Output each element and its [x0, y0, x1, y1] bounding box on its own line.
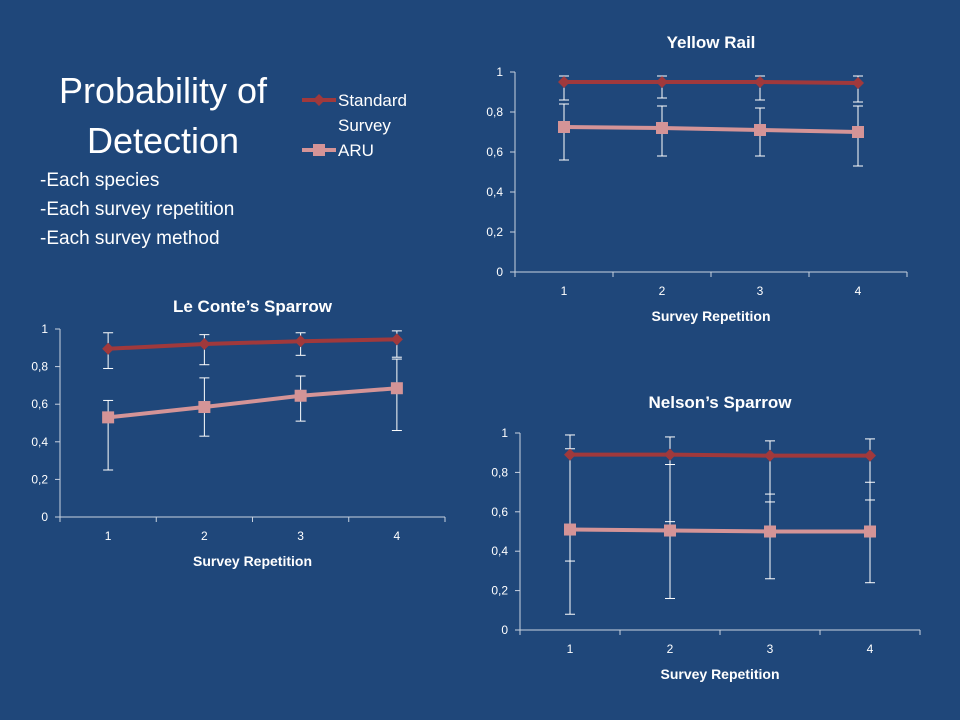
series-line-standard-survey: [570, 452, 870, 458]
data-point-aru: [558, 121, 570, 133]
data-point-aru: [754, 124, 766, 136]
chart-yellow-rail: Yellow Rail 0 0,2 0,4 0,6 0,8 1 1 2 3 4 Survey Repe…: [486, 33, 908, 324]
series-line-aru: [107, 386, 398, 420]
bullet-item: -Each species: [40, 170, 160, 191]
x-tick-label: 3: [767, 642, 774, 656]
series-line-standard-survey: [108, 337, 397, 351]
y-tick-label: 1: [501, 426, 508, 440]
data-point-standard-survey: [656, 76, 668, 88]
data-point-standard-survey: [198, 338, 211, 351]
y-tick-label: 0,8: [31, 360, 48, 374]
data-point-standard-survey: [558, 76, 570, 88]
data-point-aru: [390, 382, 403, 395]
data-point-standard-survey: [564, 448, 576, 461]
data-point-aru: [852, 126, 864, 138]
y-tick-label: 0: [496, 265, 503, 279]
legend-item-aru: ARU: [300, 138, 440, 163]
bullet-item: -Each survey method: [40, 228, 220, 249]
x-tick-label: 4: [855, 284, 862, 298]
data-point-standard-survey: [664, 448, 676, 461]
y-tick-label: 0,2: [491, 584, 508, 598]
data-point-standard-survey: [754, 76, 766, 88]
chart-title: Nelson’s Sparrow: [649, 393, 793, 412]
y-tick-label: 0,6: [31, 397, 48, 411]
y-tick-label: 0,2: [31, 472, 48, 486]
y-tick-label: 0: [501, 623, 508, 637]
y-tick-label: 1: [496, 65, 503, 79]
slide-title: Probability of Detection: [58, 70, 268, 161]
data-point-standard-survey: [102, 342, 115, 355]
bullet-item: -Each survey repetition: [40, 199, 235, 220]
bullet-list: -Each species -Each survey repetition -E…: [40, 166, 234, 253]
x-tick-label: 4: [867, 642, 874, 656]
x-tick-label: 1: [105, 529, 112, 543]
series-line-aru: [569, 527, 870, 534]
legend-diamond-marker-icon: [302, 94, 336, 106]
data-point-standard-survey: [764, 449, 776, 462]
y-tick-label: 0,6: [486, 145, 503, 159]
y-tick-label: 1: [41, 322, 48, 336]
x-tick-label: 1: [561, 284, 568, 298]
x-tick-label: 2: [201, 529, 208, 543]
data-point-standard-survey: [294, 335, 307, 348]
x-tick-label: 3: [297, 529, 304, 543]
x-tick-label: 4: [394, 529, 401, 543]
data-point-aru: [764, 525, 776, 538]
y-tick-label: 0,4: [491, 544, 508, 558]
chart-nelsons-sparrow: Nelson’s Sparrow 0 0,2 0,4 0,6 0,8 1 1 2 3 4 Survey…: [491, 393, 921, 682]
data-point-aru: [102, 411, 115, 424]
x-tick-label: 1: [567, 642, 574, 656]
x-tick-label: 2: [667, 642, 674, 656]
legend-label: ARU: [338, 141, 374, 160]
legend-square-marker-icon: [302, 144, 336, 156]
chart-legend: Standard Survey ARU: [300, 88, 440, 163]
legend-item-standard-survey: Standard Survey: [300, 88, 440, 138]
data-point-aru: [656, 122, 668, 134]
chart-title: Yellow Rail: [667, 33, 756, 52]
y-tick-label: 0,4: [31, 435, 48, 449]
x-axis-label: Survey Repetition: [193, 553, 312, 569]
y-tick-label: 0,6: [491, 505, 508, 519]
data-point-aru: [198, 401, 211, 414]
x-axis-label: Survey Repetition: [660, 666, 779, 682]
y-tick-label: 0,2: [486, 225, 503, 239]
series-line-standard-survey: [564, 80, 859, 85]
x-tick-label: 2: [659, 284, 666, 298]
data-point-standard-survey: [852, 77, 864, 89]
data-point-aru: [664, 524, 676, 537]
y-tick-label: 0,4: [486, 185, 503, 199]
data-point-aru: [564, 523, 576, 536]
x-tick-label: 3: [757, 284, 764, 298]
data-point-standard-survey: [864, 449, 876, 462]
data-point-standard-survey: [390, 333, 403, 346]
data-point-aru: [864, 525, 876, 538]
chart-title: Le Conte’s Sparrow: [173, 297, 333, 316]
series-line-aru: [563, 125, 859, 134]
y-tick-label: 0,8: [486, 105, 503, 119]
chart-le-contes-sparrow: Le Conte’s Sparrow 0 0,2 0,4 0,6 0,8 1 1 2 3 4 Surv…: [31, 297, 446, 569]
legend-label: Standard Survey: [338, 91, 407, 135]
data-point-aru: [294, 389, 307, 402]
y-tick-label: 0: [41, 510, 48, 524]
x-axis-label: Survey Repetition: [651, 308, 770, 324]
y-tick-label: 0,8: [491, 465, 508, 479]
